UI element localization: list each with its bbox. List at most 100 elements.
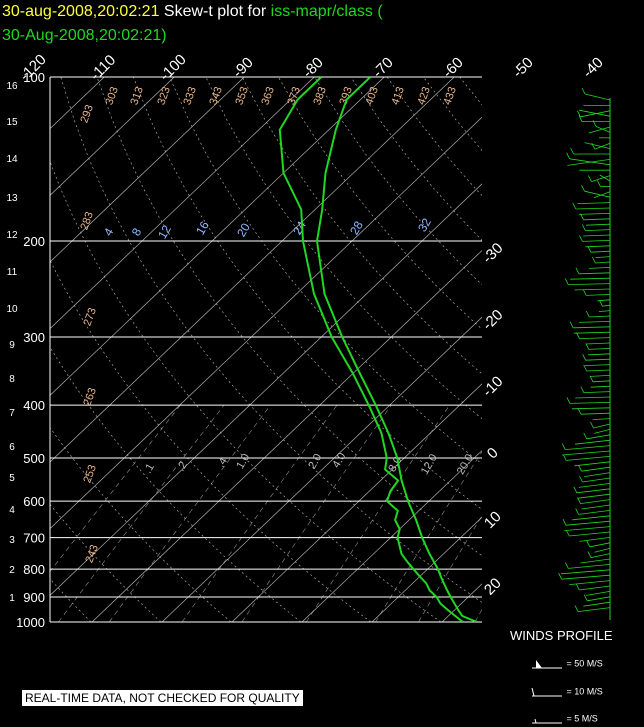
wind-barb-flag (577, 497, 581, 504)
dry-adiabat-label: 363 (259, 85, 277, 106)
wind-barb-flag (578, 115, 583, 122)
height-km-label: 6 (9, 442, 15, 453)
isotherm-top-label: -50 (509, 54, 536, 81)
dry-adiabat-label: 243 (83, 543, 101, 564)
wind-barb-flag (582, 289, 587, 296)
wind-barb-flag (564, 278, 569, 285)
pressure-tick-label: 800 (23, 562, 45, 577)
dry-adiabat-line (350, 77, 482, 241)
height-km-label: 10 (6, 304, 18, 315)
wind-barb (588, 267, 611, 269)
height-km-label: 1 (9, 593, 15, 604)
wind-barb (567, 159, 611, 166)
isotherm-line (50, 77, 385, 396)
wind-barb-flag (581, 87, 586, 95)
wind-barb-flag (566, 397, 571, 404)
wind-barb (595, 126, 611, 133)
wind-barb (586, 223, 611, 226)
wind-barb (579, 585, 611, 591)
wind-barb (588, 126, 611, 134)
legend-5ms: = 5 M/S (530, 713, 598, 725)
dry-adiabat-line (50, 503, 162, 622)
pressure-tick-label: 200 (23, 234, 45, 249)
mixing-ratio-line (306, 404, 450, 622)
legend-10ms-label: = 10 M/S (566, 686, 603, 697)
wind-barb-flag (562, 454, 567, 461)
wind-barb-flag (590, 421, 594, 429)
mixing-ratio-line (241, 404, 392, 622)
mixing-ratio-line (181, 404, 338, 622)
dry-adiabat-line (423, 77, 482, 152)
wind-barb-flag (575, 508, 579, 515)
wind-barb (574, 288, 611, 291)
wind-barb (569, 580, 611, 585)
mixing-ratio-label: 20 (234, 220, 253, 239)
height-km-label: 5 (9, 473, 15, 484)
mixing-ratio-line (58, 404, 225, 622)
wind-barb (578, 272, 611, 275)
wind-barb (595, 256, 611, 258)
isotherm-top-label: -100 (156, 51, 189, 84)
wind-barb (579, 537, 611, 542)
mixing-ratio-line (109, 404, 271, 622)
wind-barb (592, 380, 611, 383)
wind-barb-flag (580, 386, 585, 393)
pressure-lines (49, 76, 482, 623)
timestamp: 30-aug-2008,20:02:21 (2, 3, 160, 20)
mixing-ratio-label: 28 (347, 218, 366, 237)
wind-barb (579, 337, 611, 339)
wind-barb (587, 596, 611, 602)
isotherm-line (371, 516, 482, 622)
wind-barb (582, 240, 611, 242)
mixing-ratio-label: .2 (175, 460, 190, 474)
wind-barb (573, 326, 611, 329)
dry-adiabat-label: 323 (155, 85, 173, 106)
wind-barb (568, 283, 611, 285)
wind-barb (584, 472, 611, 477)
wind-barb (561, 574, 611, 580)
plot-subtitle: 30-Aug-2008,20:02:21) (2, 27, 167, 44)
wind-barb (583, 234, 611, 237)
isotherm-line (50, 77, 245, 263)
mixing-ratio-lines (50, 404, 482, 622)
plot-title: 30-aug-2008,20:02:21 Skew-t plot for iss… (2, 2, 383, 22)
wind-barb-flag (575, 267, 580, 274)
height-km-label: 12 (6, 230, 18, 241)
wind-barb-flag (575, 583, 580, 591)
wind-barb (562, 450, 611, 456)
wind-barb (574, 461, 611, 467)
wind-barb-flag (565, 562, 569, 569)
dry-adiabat-line (205, 77, 482, 420)
wind-barb (586, 294, 611, 296)
station-name: iss-mapr/class ( (270, 3, 383, 20)
height-km-label: 14 (6, 154, 18, 165)
wind-barb (575, 207, 611, 210)
isotherm-right-label: -20 (479, 306, 506, 333)
wind-barb (565, 520, 611, 526)
mixing-ratio-label: 2.0 (306, 452, 324, 471)
wind-barb (578, 483, 611, 488)
barb-5-icon (532, 718, 562, 724)
wind-barb (594, 547, 611, 553)
dry-adiabat-label: 263 (81, 386, 99, 407)
winds-profile-title: WINDS PROFILE (510, 628, 613, 643)
wind-barb (584, 190, 611, 198)
wind-barb (580, 412, 611, 415)
pressure-tick-label: 100 (23, 70, 45, 85)
wind-barb (586, 591, 611, 596)
wind-barb-flag (583, 594, 588, 601)
wind-barb (580, 499, 611, 504)
isotherm-right-label: -30 (479, 240, 506, 267)
legend-10ms: = 10 M/S (530, 686, 603, 698)
wind-barb (584, 364, 611, 366)
isotherm-line (512, 77, 644, 622)
wind-barb (569, 158, 611, 166)
pressure-tick-label: 300 (23, 330, 45, 345)
wind-barb (582, 477, 611, 483)
wind-barb-flag (585, 310, 590, 318)
wind-barb-flag (579, 475, 583, 483)
dry-adiabat-label: 313 (128, 85, 146, 106)
dry-adiabat-label: 273 (81, 306, 99, 327)
wind-barb (581, 504, 611, 510)
height-km-label: 11 (7, 267, 18, 278)
